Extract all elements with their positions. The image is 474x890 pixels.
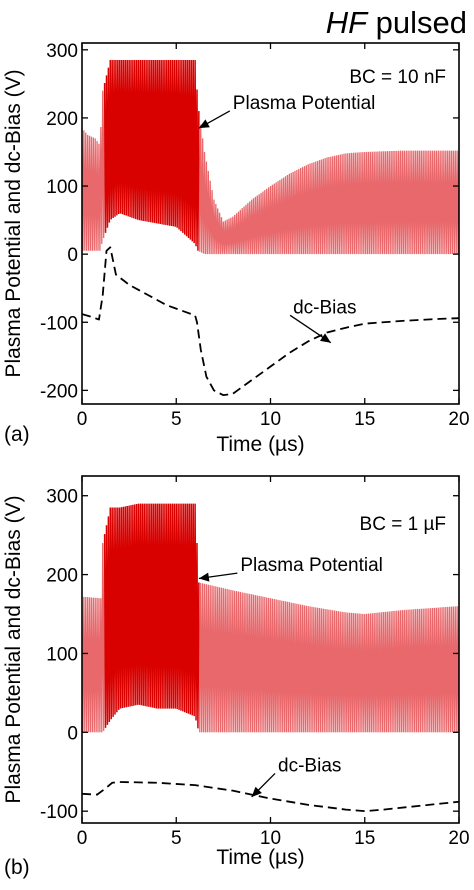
y-tick-label: 200: [46, 566, 78, 587]
annotation: Plasma Potential: [198, 555, 383, 582]
chart-panel-a: 0 5 10 15 20 -200 -100 0 100 200 300 Time (µs) Plasm…: [2, 41, 470, 456]
x-tick-label: 15: [354, 828, 375, 849]
y-tick-label: 0: [67, 723, 78, 744]
x-axis-label: Time (µs): [216, 433, 304, 456]
x-axis-label: Time (µs): [216, 846, 304, 869]
y-tick-label: -100: [40, 802, 78, 823]
y-tick-label: 0: [67, 245, 78, 266]
annotation: Plasma Potential: [198, 93, 376, 129]
annotation-label: Plasma Potential: [240, 555, 383, 576]
y-tick-label: -200: [40, 381, 78, 402]
annotation: dc-Bias: [289, 297, 356, 344]
series-dc-bias: [82, 246, 459, 397]
y-tick-label: -100: [40, 313, 78, 334]
y-tick-label: 300: [46, 41, 78, 62]
condition-label: BC = 10 nF: [349, 67, 446, 88]
x-tick-label: 5: [171, 409, 182, 430]
plot-area: [82, 60, 459, 397]
annotation: dc-Bias: [251, 755, 341, 798]
series-plasma-potential: [82, 503, 459, 733]
header-italic: HF: [326, 5, 369, 40]
annotation-label: Plasma Potential: [233, 93, 376, 114]
condition-label: BC = 1 µF: [360, 514, 446, 535]
annotation-label: dc-Bias: [293, 297, 356, 318]
x-tick-label: 20: [448, 409, 469, 430]
annotation-arrow-head: [198, 119, 210, 129]
y-axis-label: Plasma Potential and dc-Bias (V): [2, 69, 25, 377]
y-tick-label: 200: [46, 109, 78, 130]
y-axis-label: Plasma Potential and dc-Bias (V): [2, 495, 25, 803]
y-tick-label: 300: [46, 487, 78, 508]
x-tick-label: 0: [77, 409, 88, 430]
x-tick-label: 10: [260, 409, 281, 430]
x-tick-label: 20: [448, 828, 469, 849]
annotation-arrow-head: [198, 572, 210, 582]
plot-area: [82, 503, 459, 813]
chart-panel-b: 0 5 10 15 20 -100 0 100 200 300 Time (µs) Plasma Po…: [2, 475, 470, 879]
panel-label: (b): [4, 856, 30, 879]
annotation-arrow-head: [251, 786, 262, 797]
series-line-burst: [103, 503, 200, 729]
y-tick-label: 100: [46, 177, 78, 198]
y-tick-label: 100: [46, 644, 78, 665]
x-tick-label: 10: [260, 828, 281, 849]
x-tick-label: 15: [354, 409, 375, 430]
panel-label: (a): [4, 423, 30, 446]
header-rest: pulsed: [367, 5, 467, 40]
annotation-arrow-head: [320, 333, 331, 343]
annotation-label: dc-Bias: [278, 755, 341, 776]
series-dc-bias: [82, 781, 459, 813]
x-tick-label: 5: [171, 828, 182, 849]
series-line: [82, 83, 459, 255]
x-tick-label: 0: [77, 828, 88, 849]
series-line-burst: [103, 60, 200, 251]
figure-header: HF pulsed: [326, 5, 467, 40]
series-plasma-potential: [82, 60, 459, 255]
